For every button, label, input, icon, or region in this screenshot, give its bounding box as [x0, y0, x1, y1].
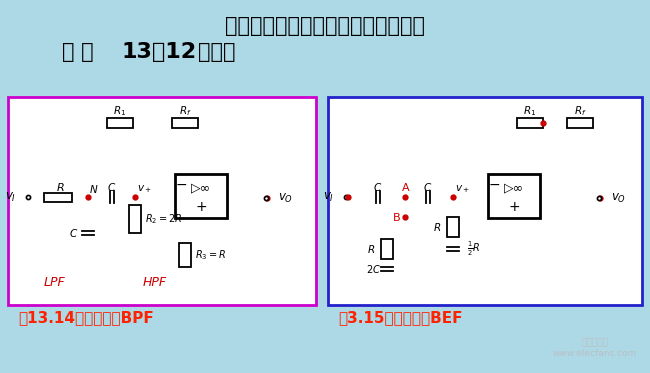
Text: 图13.14二阶压控型BPF: 图13.14二阶压控型BPF	[18, 310, 154, 326]
Text: $C$: $C$	[373, 181, 383, 193]
Text: $N$: $N$	[89, 183, 99, 195]
Text: B: B	[393, 213, 401, 223]
Text: −: −	[488, 178, 500, 192]
Bar	[567, 118, 593, 128]
Text: $v_I$: $v_I$	[323, 191, 334, 204]
Bar	[8, 97, 316, 305]
Text: 二阶压控型有源高通滤波器的电路图: 二阶压控型有源高通滤波器的电路图	[225, 16, 425, 36]
Bar	[328, 97, 642, 305]
Text: $R_1$: $R_1$	[113, 104, 127, 118]
Text: ▷∞: ▷∞	[191, 182, 211, 194]
Text: $R$: $R$	[367, 243, 375, 255]
Text: $C$: $C$	[70, 227, 79, 239]
Text: $C$: $C$	[423, 181, 433, 193]
Bar	[107, 118, 133, 128]
Text: $\frac{1}{2}R$: $\frac{1}{2}R$	[467, 240, 480, 258]
Text: $v_+$: $v_+$	[455, 183, 470, 195]
Bar	[381, 239, 393, 259]
Text: $R_f$: $R_f$	[574, 104, 586, 118]
Bar	[488, 174, 540, 218]
Text: $v_I$: $v_I$	[5, 191, 16, 204]
Text: +: +	[195, 200, 207, 214]
Bar	[179, 243, 191, 267]
Text: $R_3{=}R$: $R_3{=}R$	[195, 248, 226, 262]
Bar	[175, 174, 227, 218]
Text: A: A	[402, 183, 410, 193]
Text: $v_+$: $v_+$	[137, 183, 152, 195]
Bar	[447, 217, 459, 237]
Text: 13．12: 13．12	[122, 42, 197, 62]
Text: LPF: LPF	[44, 276, 66, 288]
Text: 电子发烧友
www.elecfans.com: 电子发烧友 www.elecfans.com	[553, 338, 637, 358]
Text: ▷∞: ▷∞	[504, 182, 524, 194]
Text: 图3.15二阶压控型BEF: 图3.15二阶压控型BEF	[338, 310, 463, 326]
Text: $R_f$: $R_f$	[179, 104, 191, 118]
Text: 如 图: 如 图	[62, 42, 94, 62]
Text: $R$: $R$	[433, 221, 441, 233]
Text: $R_2{=}2R$: $R_2{=}2R$	[145, 212, 183, 226]
Text: $R_1$: $R_1$	[523, 104, 537, 118]
Text: $v_O$: $v_O$	[611, 192, 626, 205]
Text: HPF: HPF	[143, 276, 167, 288]
Bar	[517, 118, 543, 128]
Bar	[172, 118, 198, 128]
Text: +: +	[508, 200, 520, 214]
Text: $R$: $R$	[56, 181, 64, 193]
Bar	[129, 205, 141, 233]
Text: 所示。: 所示。	[198, 42, 235, 62]
Text: $2C$: $2C$	[365, 263, 380, 275]
Bar	[44, 192, 72, 201]
Text: $v_O$: $v_O$	[278, 192, 293, 205]
Text: −: −	[176, 178, 187, 192]
Text: $C$: $C$	[107, 181, 116, 193]
